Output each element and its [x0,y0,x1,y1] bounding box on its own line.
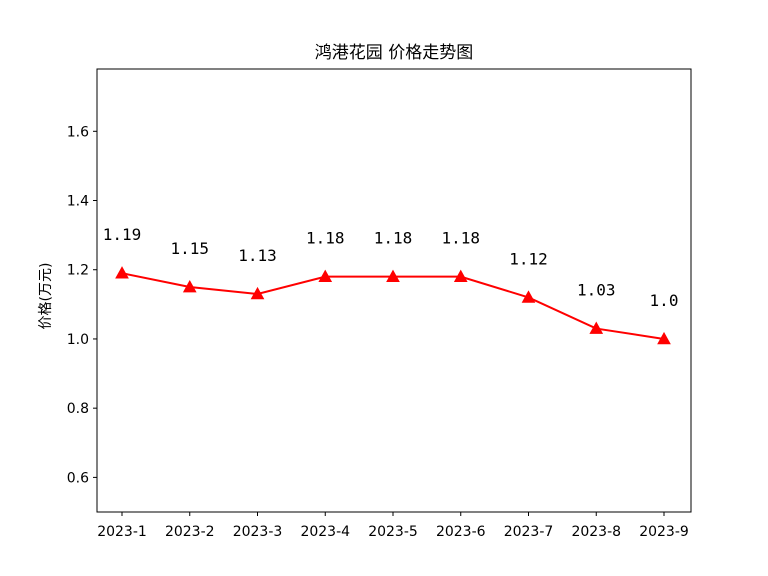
x-axis-ticks: 2023-1 2023-2 2023-3 2023-4 2023-5 2023-6 2023… [97,512,689,540]
y-tick-label: 1.4 [67,194,89,210]
data-value-label: 1.15 [170,239,209,258]
chart-title: 鸿港花园 价格走势图 [315,43,473,63]
data-point-marker [657,331,671,345]
y-axis-label: 价格(万元) [38,263,54,330]
data-point-marker [386,269,400,282]
x-tick-label: 2023-3 [233,524,283,540]
data-point-marker [318,269,333,282]
y-tick-label: 1.0 [67,332,89,348]
data-value-label: 1.12 [509,249,548,268]
plot-area-frame [96,68,692,513]
x-tick-label: 2023-6 [436,524,486,540]
data-point-marker [453,269,468,282]
x-tick-label: 2023-7 [504,524,554,540]
data-point-marker [589,321,604,334]
y-axis-ticks: 0.6 0.8 1.0 1.2 1.4 1.6 [67,124,97,486]
x-tick-label: 2023-5 [368,524,418,540]
data-point-marker [250,286,265,300]
x-tick-label: 2023-1 [97,524,147,540]
series-group [115,266,671,345]
x-tick-label: 2023-8 [571,524,621,540]
data-value-label: 1.18 [306,229,345,248]
data-value-label: 1.03 [577,281,616,300]
data-value-label: 1.18 [441,229,480,248]
data-value-label: 1.19 [103,225,142,244]
y-tick-label: 1.2 [67,263,89,279]
data-point-marker [521,290,536,303]
x-tick-label: 2023-4 [300,524,350,540]
data-labels: 1.19 1.15 1.13 1.18 1.18 1.18 1.12 1.03 1.0 [103,225,679,310]
data-value-label: 1.13 [238,246,277,265]
data-point-marker [115,266,129,279]
y-tick-label: 0.8 [67,401,89,417]
y-tick-label: 1.6 [67,124,89,140]
x-tick-label: 2023-9 [639,524,689,540]
data-value-label: 1.0 [650,291,679,310]
y-tick-label: 0.6 [67,470,89,486]
x-tick-label: 2023-2 [165,524,215,540]
data-value-label: 1.18 [374,229,413,248]
data-point-marker [182,280,197,293]
